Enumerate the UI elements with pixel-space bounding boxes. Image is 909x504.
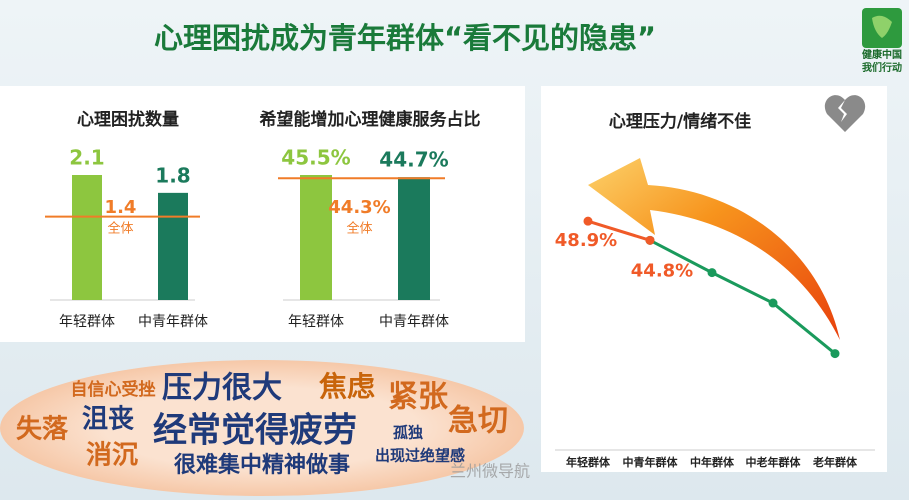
cloud-word: 失落 xyxy=(16,415,69,445)
chart-title: 希望能增加心理健康服务占比 xyxy=(260,109,481,130)
cloud-word: 急切 xyxy=(448,404,508,439)
value-label: 44.8% xyxy=(631,260,693,281)
reference-name: 全体 xyxy=(107,221,133,237)
cloud-word: 沮丧 xyxy=(82,405,134,435)
reference-label: 1.4 xyxy=(105,197,137,218)
bar xyxy=(398,177,430,300)
x-tick-label: 中青年群体 xyxy=(138,314,208,330)
x-tick-label: 年轻群体 xyxy=(288,314,344,330)
x-tick-label: 年轻群体 xyxy=(59,314,115,330)
reference-label: 44.3% xyxy=(328,197,390,218)
logo-leaf xyxy=(872,15,892,38)
bar xyxy=(72,175,102,300)
x-tick-label: 中青年群体 xyxy=(623,455,679,469)
logo-text: 健康中国 xyxy=(862,48,902,61)
point xyxy=(768,298,778,308)
line xyxy=(587,219,651,242)
value-label: 1.8 xyxy=(155,163,190,187)
x-tick-label: 老年群体 xyxy=(812,455,858,469)
bar xyxy=(158,192,188,300)
value-label: 45.5% xyxy=(281,146,350,170)
bar xyxy=(300,175,332,300)
cloud-word: 消沉 xyxy=(86,441,138,471)
x-tick-label: 中老年群体 xyxy=(746,455,802,469)
broken-heart-icon xyxy=(824,95,866,132)
cloud-word: 自信心受挫 xyxy=(71,379,156,400)
word-cloud-bg xyxy=(0,360,524,496)
right-panel xyxy=(541,86,887,472)
point xyxy=(707,268,717,278)
logo-text: 我们行动 xyxy=(862,61,902,74)
watermark: 兰州微导航 xyxy=(450,462,530,481)
page-title: 心理困扰成为青年群体“看不见的隐患” xyxy=(154,21,656,55)
trend-arrow xyxy=(588,158,840,340)
x-tick-label: 中年群体 xyxy=(690,455,735,469)
cloud-word: 紧张 xyxy=(388,380,448,415)
value-label: 48.9% xyxy=(555,230,617,251)
value-label: 2.1 xyxy=(69,146,104,170)
cloud-word: 经常觉得疲劳 xyxy=(153,411,357,451)
cloud-word: 孤独 xyxy=(393,424,423,442)
point xyxy=(583,216,593,226)
cloud-word: 很难集中精神做事 xyxy=(174,452,350,478)
cloud-word: 出现过绝望感 xyxy=(375,447,465,465)
x-tick-label: 年轻群体 xyxy=(566,455,611,469)
cloud-word: 焦虑 xyxy=(319,370,375,403)
x-tick-label: 中青年群体 xyxy=(379,314,449,330)
value-label: 44.7% xyxy=(379,148,448,172)
cloud-word: 压力很大 xyxy=(162,371,282,406)
line xyxy=(649,239,836,355)
point xyxy=(645,235,655,245)
chart-title: 心理压力/情绪不佳 xyxy=(609,111,751,132)
reference-name: 全体 xyxy=(346,221,372,237)
chart-title: 心理困扰数量 xyxy=(77,109,179,130)
point xyxy=(830,349,840,359)
